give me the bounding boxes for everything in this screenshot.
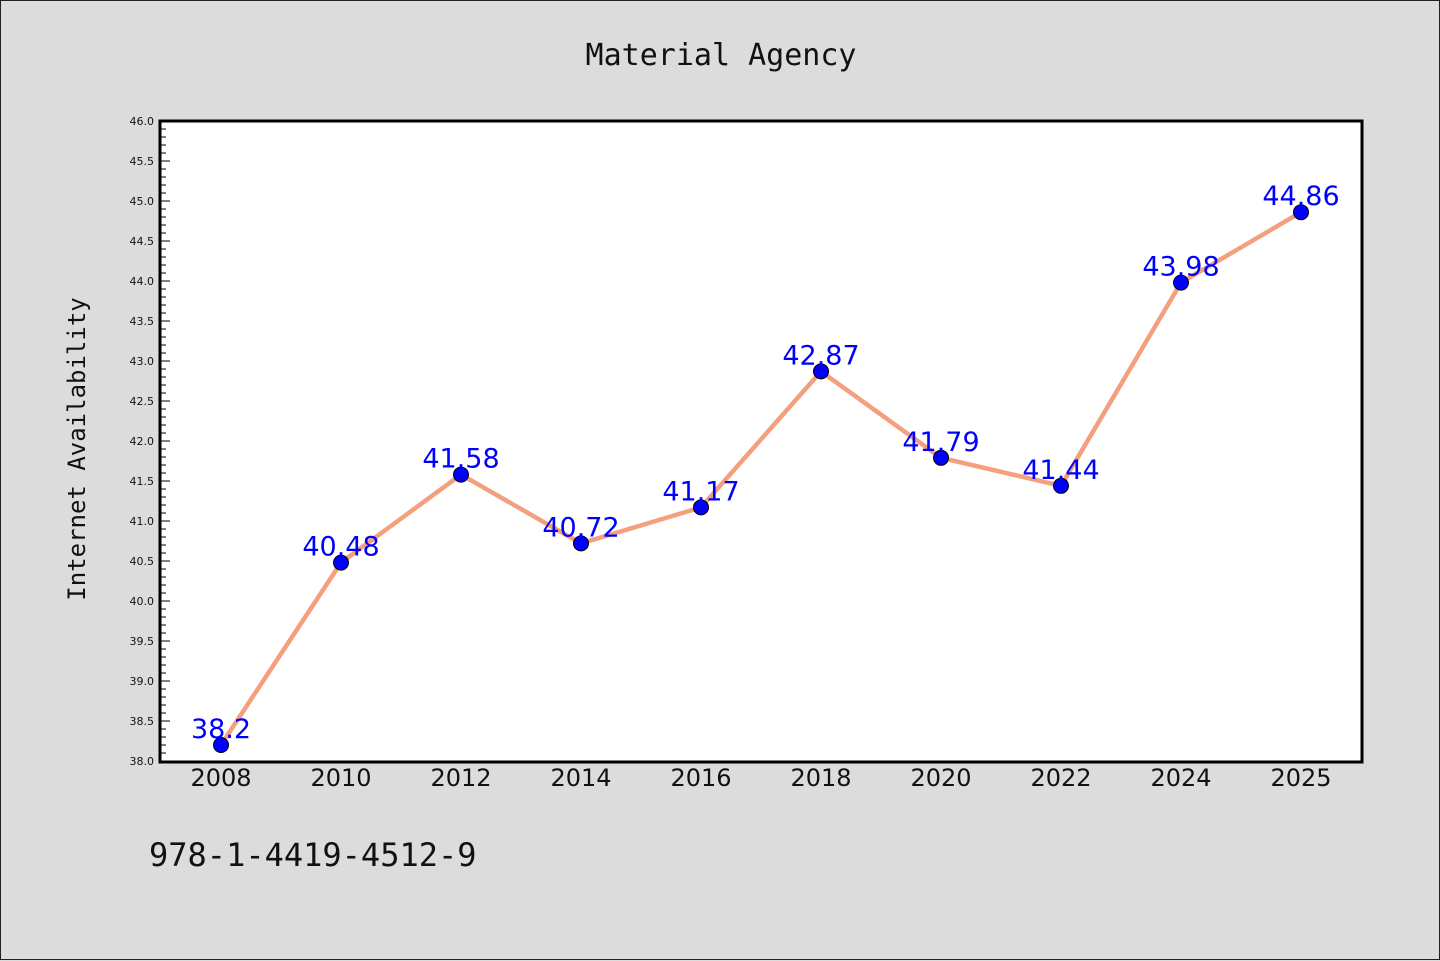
y-tick-label: 45.0 [130,195,155,208]
x-tick-label: 2024 [1150,764,1211,792]
y-tick-label: 41.5 [130,475,155,488]
data-label: 38.2 [191,714,251,745]
data-label: 42.87 [782,340,859,371]
data-point [813,363,829,380]
data-point [213,737,229,753]
data-labels: 38.2 40.48 41.58 40.72 41.17 42.87 41.79 41.44 4… [191,181,1340,745]
data-point [1173,274,1189,291]
data-point [453,466,469,483]
y-tick-label: 42.0 [130,435,155,448]
y-tick-label: 42.5 [130,395,155,408]
data-label: 41.58 [422,444,499,475]
y-tick-label: 39.0 [130,675,155,688]
y-tick-label: 40.5 [130,555,155,568]
data-label: 40.48 [302,532,379,563]
series-line [218,209,1304,748]
y-tick-label: 46.0 [130,115,155,128]
x-tick-label: 2022 [1030,764,1091,792]
x-tick-label: 2018 [790,764,851,792]
x-tick-label: 2025 [1270,764,1331,792]
y-tick-label: 40.0 [130,595,155,608]
y-axis: 38.0 38.5 39.0 39.5 40.0 40.5 41.0 41.5 42.0 42.5… [130,115,170,768]
y-tick-label: 39.5 [130,635,155,648]
y-tick-label: 41.0 [130,515,155,528]
series-layer [213,204,1309,753]
data-point [693,499,709,516]
x-tick-label: 2020 [910,764,971,792]
y-tick-label: 44.5 [130,235,155,248]
y-tick-label: 43.0 [130,355,155,368]
data-label: 41.79 [902,427,979,458]
data-point [1293,204,1309,221]
data-point [333,554,349,571]
y-tick-label: 45.5 [130,155,155,168]
footnote-isbn: 978-1-4419-4512-9 [149,836,477,874]
y-axis-label: Internet Availability [63,297,91,600]
x-tick-label: 2012 [430,764,491,792]
data-point [573,535,589,552]
x-tick-label: 2014 [550,764,611,792]
data-label: 40.72 [542,512,619,543]
y-tick-label: 38.0 [130,755,155,768]
x-tick-label: 2010 [310,764,371,792]
data-label: 41.17 [662,476,739,507]
x-axis: 2008 2010 2012 2014 2016 2018 2020 2022 2024 2025 [190,764,1331,792]
data-point [933,449,949,466]
chart-title: Material Agency [586,38,857,73]
x-tick-label: 2008 [190,764,251,792]
y-tick-label: 38.5 [130,715,155,728]
y-tick-label: 44.0 [130,275,155,288]
y-tick-label: 43.5 [130,315,155,328]
x-tick-label: 2016 [670,764,731,792]
data-label: 41.44 [1022,455,1099,486]
data-label: 43.98 [1142,252,1219,283]
data-label: 44.86 [1262,181,1339,212]
data-point [1053,477,1069,494]
